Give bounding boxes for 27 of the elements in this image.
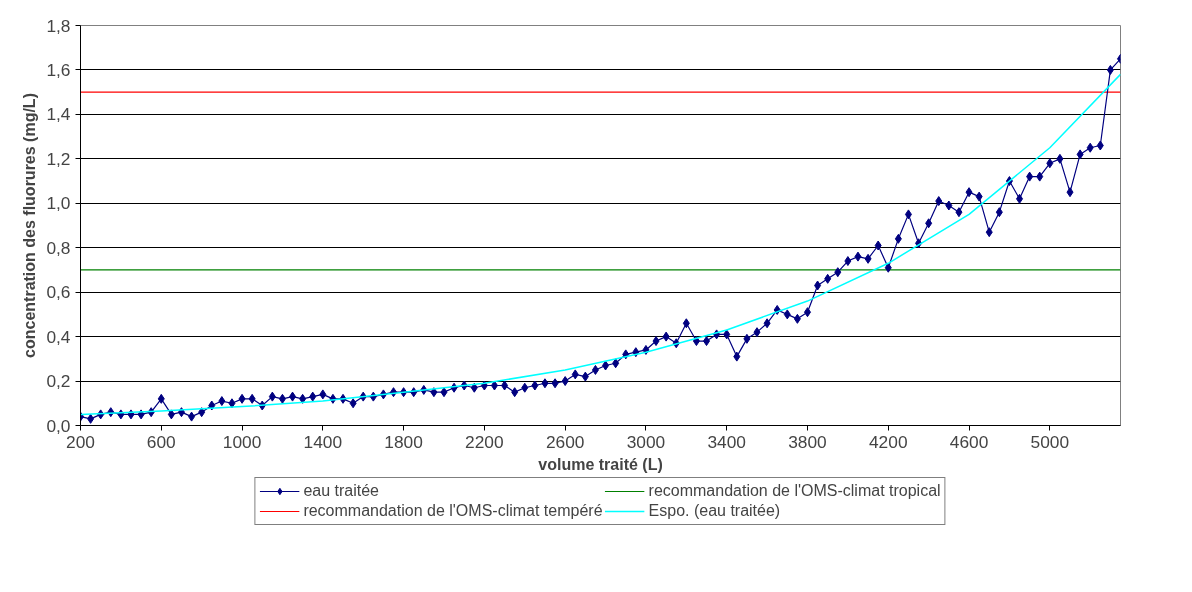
y-tick-label: 0,6 xyxy=(46,282,71,303)
y-tick-label: 1,0 xyxy=(46,193,71,214)
x-tick-label: 1800 xyxy=(384,431,423,452)
legend-label: recommandation de l'OMS-climat tropical xyxy=(648,482,941,500)
y-tick-label: 1,4 xyxy=(46,104,71,125)
x-tick-label: 3800 xyxy=(788,431,827,452)
y-tick-label: 1,2 xyxy=(46,148,71,169)
legend-label: recommandation de l'OMS-climat tempéré xyxy=(303,502,603,520)
x-axis-title: volume traité (L) xyxy=(538,455,663,473)
x-tick-label: 4200 xyxy=(868,431,908,452)
x-tick-label: 3400 xyxy=(707,431,746,452)
x-tick-label: 3000 xyxy=(626,431,666,452)
x-tick-label: 1400 xyxy=(303,431,343,452)
y-axis-title: concentration des fluorures (mg/L) xyxy=(21,93,39,358)
x-tick-label: 600 xyxy=(146,431,176,452)
y-tick-label: 1,6 xyxy=(46,59,71,80)
y-tick-label: 0,4 xyxy=(46,326,71,347)
legend-label: Espo. (eau traitée) xyxy=(648,502,781,520)
x-tick-label: 1000 xyxy=(222,431,262,452)
y-tick-label: 0,8 xyxy=(46,237,71,258)
y-tick-label: 0,2 xyxy=(46,371,71,392)
x-tick-label: 4600 xyxy=(949,431,989,452)
legend-label: eau traitée xyxy=(303,482,379,500)
y-tick-label: 1,8 xyxy=(46,15,71,36)
x-tick-label: 2200 xyxy=(465,431,504,452)
x-tick-label: 2600 xyxy=(545,431,585,452)
x-tick-label: 5000 xyxy=(1030,431,1070,452)
